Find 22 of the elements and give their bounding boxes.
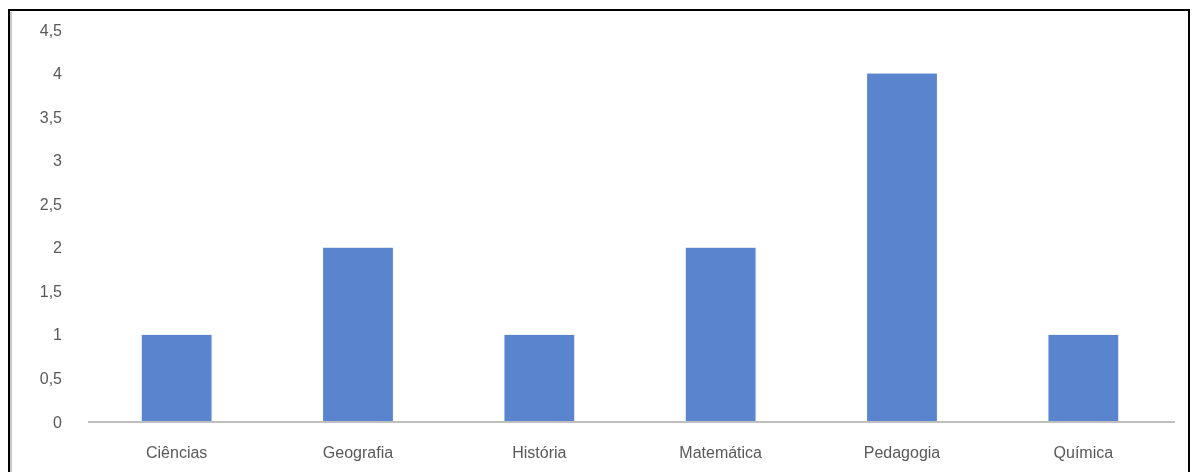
y-tick-label: 4,5 (39, 21, 63, 39)
y-tick-label: 3,5 (39, 108, 63, 126)
x-tick-label: Matemática (679, 444, 763, 461)
y-tick-label: 2,5 (39, 195, 63, 213)
x-tick-label: História (512, 444, 567, 461)
bar (685, 247, 756, 422)
y-tick-label: 1 (53, 326, 63, 344)
bar (504, 334, 575, 422)
bar (141, 334, 212, 422)
bar (867, 73, 937, 422)
y-tick-label: 2 (53, 239, 63, 257)
bar (1048, 334, 1119, 422)
y-tick-label: 1,5 (39, 282, 63, 300)
bar (323, 247, 393, 422)
y-tick-label: 0,5 (39, 370, 63, 388)
x-tick-label: Química (1053, 444, 1114, 461)
y-tick-label: 3 (53, 152, 63, 170)
x-tick-label: Geografia (322, 444, 394, 461)
y-tick-label: 0 (53, 413, 63, 431)
y-tick-label: 4 (53, 65, 63, 83)
x-tick-label: Pedagogia (863, 444, 941, 461)
x-tick-label: Ciências (145, 444, 208, 461)
